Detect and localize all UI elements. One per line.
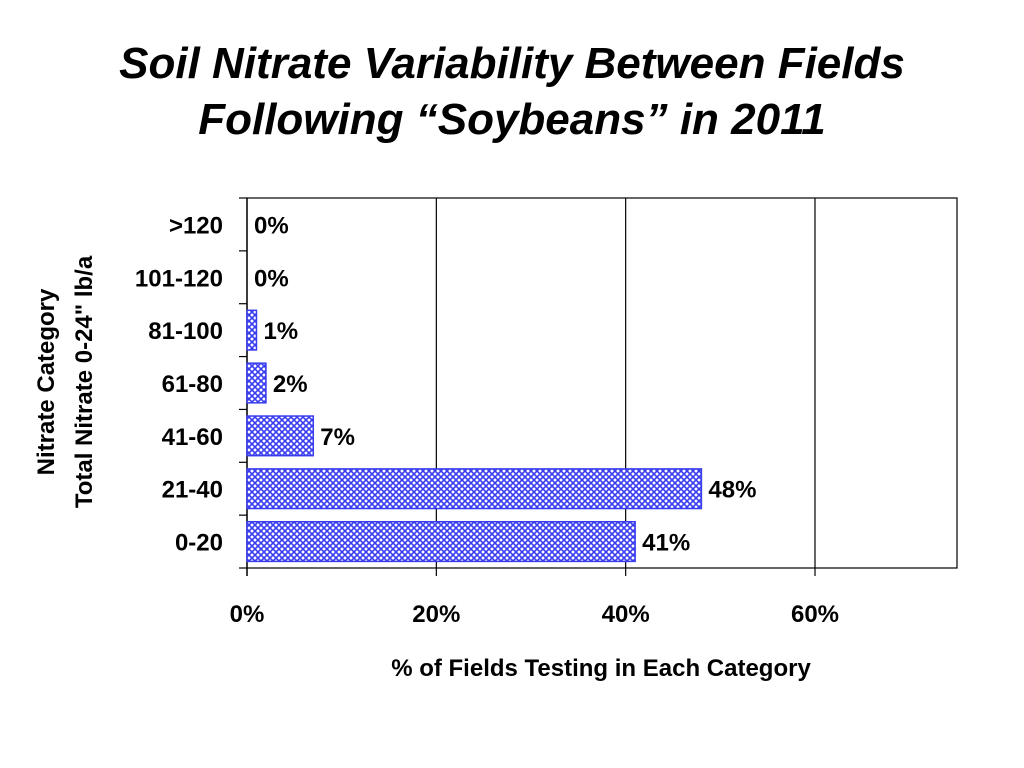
y-axis-title-line-1: Nitrate Category	[33, 288, 60, 475]
data-label: 0%	[254, 265, 289, 292]
x-tick-label: 40%	[602, 601, 650, 628]
bar-41-60	[246, 415, 315, 457]
x-tick-label: 60%	[791, 601, 839, 628]
x-axis-title: % of Fields Testing in Each Category	[391, 655, 811, 682]
y-tick-label: 41-60	[162, 424, 223, 451]
labels: 0% 20% 40% 60% 0-20 41% 21-40 48% 41-60 7% 61-80 2%…	[135, 212, 839, 628]
data-label: 48%	[708, 477, 756, 504]
x-tick-label: 20%	[412, 601, 460, 628]
bar-21-40	[246, 468, 703, 510]
x-tick-label: 0%	[230, 601, 265, 628]
y-axis-title-line-2: Total Nitrate 0-24" lb/a	[71, 255, 98, 508]
bar-61-80	[246, 362, 267, 404]
plot-area	[239, 197, 958, 576]
slide-title-line-2: Following “Soybeans” in 2011	[198, 95, 826, 144]
data-label: 7%	[320, 424, 355, 451]
plot-frame	[246, 197, 958, 569]
y-tick-label: 81-100	[148, 318, 223, 345]
y-tick-label: 0-20	[175, 530, 223, 557]
data-label: 41%	[642, 530, 690, 557]
y-tick-label: 101-120	[135, 265, 223, 292]
data-label: 1%	[263, 318, 298, 345]
y-tick-label: 61-80	[162, 371, 223, 398]
bars	[246, 309, 703, 563]
y-tick-label: 21-40	[162, 477, 223, 504]
slide-title: Soil Nitrate Variability Between Fields …	[0, 36, 1024, 148]
bar-0-20	[246, 521, 636, 563]
data-label: 0%	[254, 212, 289, 239]
bar-81-100	[246, 309, 258, 351]
y-tick-label: >120	[169, 212, 223, 239]
data-label: 2%	[273, 371, 308, 398]
slide-title-line-1: Soil Nitrate Variability Between Fields	[119, 39, 905, 88]
